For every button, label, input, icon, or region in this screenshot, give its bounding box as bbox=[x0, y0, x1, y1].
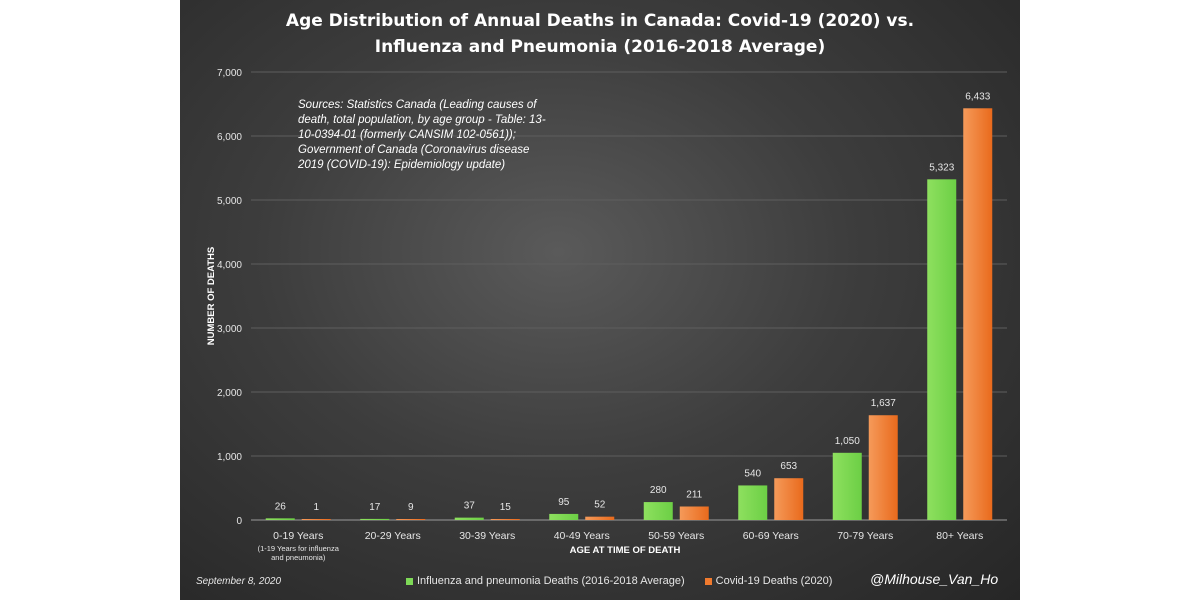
y-axis-title: NUMBER OF DEATHS bbox=[206, 247, 217, 346]
data-label: 26 bbox=[275, 501, 287, 512]
y-tick-label: 4,000 bbox=[217, 260, 242, 271]
bar-influenza bbox=[643, 502, 673, 520]
x-tick-label: 70-79 Years bbox=[837, 530, 893, 542]
x-tick-label: 20-29 Years bbox=[365, 530, 421, 542]
legend-item-influenza: Influenza and pneumonia Deaths (2016-201… bbox=[406, 575, 685, 587]
chart-title: Age Distribution of Annual Deaths in Can… bbox=[180, 8, 1020, 60]
chart-canvas: Age Distribution of Annual Deaths in Can… bbox=[180, 0, 1020, 600]
bar-covid bbox=[774, 478, 804, 520]
chart-title-line2: Influenza and Pneumonia (2016-2018 Avera… bbox=[374, 37, 826, 57]
bar-influenza bbox=[549, 513, 579, 520]
bar-covid bbox=[490, 519, 520, 520]
data-label: 15 bbox=[500, 502, 512, 513]
bar-covid bbox=[679, 506, 709, 520]
x-tick-label: 50-59 Years bbox=[648, 530, 704, 542]
data-label: 1 bbox=[313, 502, 319, 513]
author-handle: @Milhouse_Van_Ho bbox=[870, 571, 999, 587]
bar-covid bbox=[585, 516, 615, 520]
y-tick-label: 1,000 bbox=[217, 452, 242, 463]
legend-label-covid: Covid-19 Deaths (2020) bbox=[715, 575, 833, 587]
legend-label-influenza: Influenza and pneumonia Deaths (2016-201… bbox=[417, 575, 685, 587]
y-tick-label: 2,000 bbox=[217, 388, 242, 399]
date-label: September 8, 2020 bbox=[196, 576, 282, 587]
y-tick-label: 0 bbox=[236, 516, 242, 527]
category-note: and pneumonia) bbox=[271, 553, 326, 562]
y-tick-label: 5,000 bbox=[217, 196, 242, 207]
data-label: 5,323 bbox=[929, 162, 954, 173]
sources-note: Sources: Statistics Canada (Leading caus… bbox=[298, 99, 546, 171]
x-tick-label: 80+ Years bbox=[936, 530, 983, 542]
bar-influenza bbox=[927, 179, 957, 520]
data-label: 37 bbox=[464, 501, 476, 512]
y-tick-label: 7,000 bbox=[217, 68, 242, 79]
y-tick-label: 6,000 bbox=[217, 132, 242, 143]
bar-covid bbox=[396, 519, 426, 520]
data-label: 211 bbox=[686, 489, 702, 500]
bar-influenza bbox=[265, 518, 295, 520]
bar-covid bbox=[963, 108, 993, 521]
bar-influenza bbox=[454, 517, 484, 520]
data-label: 6,433 bbox=[965, 91, 990, 102]
data-label: 1,637 bbox=[871, 398, 896, 409]
legend-swatch-influenza bbox=[406, 577, 413, 585]
legend: Influenza and pneumonia Deaths (2016-201… bbox=[406, 575, 852, 587]
data-label: 1,050 bbox=[835, 436, 860, 447]
data-label: 280 bbox=[650, 485, 667, 496]
x-tick-label: 40-49 Years bbox=[554, 530, 610, 542]
bar-covid bbox=[301, 519, 331, 520]
data-label: 95 bbox=[558, 497, 570, 508]
bar-influenza bbox=[738, 485, 768, 520]
bar-influenza bbox=[832, 452, 862, 520]
bar-influenza bbox=[360, 518, 390, 520]
chart-title-line1: Age Distribution of Annual Deaths in Can… bbox=[285, 11, 915, 31]
data-label: 9 bbox=[408, 502, 414, 513]
data-label: 653 bbox=[780, 461, 797, 472]
y-tick-label: 3,000 bbox=[217, 324, 242, 335]
x-axis-title: AGE AT TIME OF DEATH bbox=[570, 545, 681, 556]
x-tick-label: 0-19 Years bbox=[273, 530, 323, 542]
data-label: 52 bbox=[594, 500, 606, 511]
legend-swatch-covid bbox=[704, 577, 712, 585]
legend-item-covid: Covid-19 Deaths (2020) bbox=[704, 575, 833, 587]
x-tick-label: 60-69 Years bbox=[743, 530, 799, 542]
category-note: (1-19 Years for influenza bbox=[258, 544, 340, 553]
data-label: 540 bbox=[744, 468, 761, 479]
bar-covid bbox=[868, 415, 898, 520]
x-tick-label: 30-39 Years bbox=[459, 530, 515, 542]
data-label: 17 bbox=[369, 502, 381, 513]
bar-chart: 0 1,000 2,000 3,000 4,000 5,000 6,000 7,000 26 1 0… bbox=[206, 68, 1007, 562]
